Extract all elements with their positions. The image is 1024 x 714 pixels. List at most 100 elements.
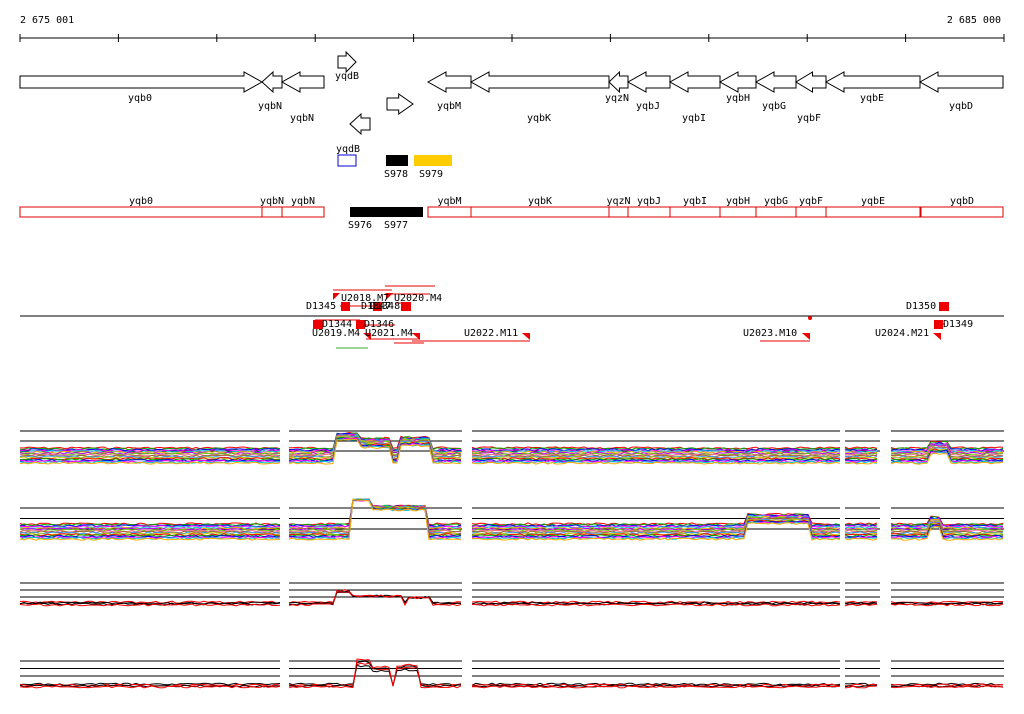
expression-profile (471, 458, 841, 463)
gene-track-annotation: yqb0 yqbN yqbN yqdB yqdB yqbM yqbK yqzN yqbJ yqbI… (19, 50, 1004, 155)
gene-arrow-yqbD[interactable] (918, 71, 1004, 93)
feature-label-s978: S978 (384, 169, 408, 180)
gene-model-label: yqbE (861, 196, 885, 207)
element-d1347[interactable] (373, 302, 382, 311)
expression-profile (19, 457, 281, 461)
element-label-u2024: U2024.M21 (875, 328, 929, 339)
element-label-u2019: U2019.M4 (312, 328, 360, 339)
expression-profile (471, 519, 840, 537)
expression-profile (471, 446, 841, 450)
gene-arrow-yqb0[interactable] (19, 71, 264, 93)
expression-profile (471, 456, 841, 460)
gene-model-yqbN[interactable] (261, 206, 283, 218)
expression-profile (471, 683, 841, 687)
element-d1346[interactable] (356, 320, 365, 329)
expression-profile (288, 498, 462, 541)
element-d1348[interactable] (401, 302, 411, 311)
element-d1344[interactable] (313, 320, 323, 329)
expression-profile (471, 461, 841, 465)
expression-profile (844, 603, 878, 607)
expression-profile (890, 522, 1003, 537)
elements-track: D1345 U2018.M7 D1347 D1348 U2020.M4 D135… (20, 285, 1004, 349)
gene-track-models: yqb0 yqbN yqbN yqbM yqbK yqzN yqbJ yqbI yqbH yqbG… (19, 196, 1004, 218)
feature-label-s977: S977 (384, 220, 408, 231)
gene-arrow-yqdB1[interactable] (337, 50, 357, 74)
expression-profile (890, 603, 1004, 607)
gene-arrow-yqbN2[interactable] (280, 71, 325, 93)
element-d1350[interactable] (939, 302, 949, 311)
gene-label-yqbJ: yqbJ (636, 101, 660, 112)
expression-profile (844, 460, 878, 463)
gene-model-yqbE[interactable] (825, 206, 921, 218)
feature-s976-s977[interactable] (350, 207, 423, 217)
expression-profile (19, 461, 281, 465)
gene-model-label: yqbJ (637, 196, 661, 207)
gene-label-yqbG: yqbG (762, 101, 786, 112)
element-label-u2020: U2020.M4 (394, 293, 442, 304)
gene-arrow-yqdB2[interactable] (349, 112, 371, 136)
expression-profile (844, 446, 878, 450)
gene-model-yqbJ[interactable] (627, 206, 671, 218)
gene-model-label: yqbK (528, 196, 552, 207)
feature-blue-box[interactable] (337, 154, 357, 167)
gene-arrow-yqbF[interactable] (795, 71, 827, 93)
gene-model-yqbG[interactable] (755, 206, 797, 218)
expression-profile (844, 450, 878, 453)
gene-arrow-yqbI[interactable] (668, 71, 721, 93)
expression-profile (890, 516, 1004, 528)
gene-label-yqbD: yqbD (949, 101, 973, 112)
gene-arrow-yqbJ[interactable] (626, 71, 671, 93)
expression-profile (19, 456, 281, 460)
gene-arrow-yqbN1[interactable] (261, 70, 283, 94)
gene-model-yqbM[interactable] (427, 206, 472, 218)
element-label-d1346: D1346 (364, 319, 394, 330)
gene-model-label: yqbN (260, 196, 284, 207)
gene-arrow-yqbM[interactable] (426, 71, 472, 93)
gene-model-yqbH[interactable] (719, 206, 757, 218)
gene-arrow-yqbK[interactable] (469, 71, 610, 93)
gene-model-yqbI[interactable] (669, 206, 721, 218)
expression-profile (890, 515, 1004, 526)
gene-label-yqdB1: yqdB (335, 71, 359, 82)
expression-profile (890, 442, 1004, 453)
expression-profile (471, 452, 841, 456)
expression-profile (890, 447, 1004, 458)
expression-profile (288, 590, 462, 606)
gene-label-yqbI: yqbI (682, 113, 706, 124)
element-label-u2023: U2023.M10 (743, 328, 797, 339)
ruler-ticks (19, 34, 1005, 42)
expression-profile (844, 461, 878, 465)
gene-label-yqzN: yqzN (605, 93, 629, 104)
gene-model-yqbF[interactable] (795, 206, 827, 218)
gene-model-yqbK[interactable] (470, 206, 610, 218)
element-d1349[interactable] (934, 320, 943, 329)
expression-profile (288, 438, 462, 465)
gene-model-label: yqbI (683, 196, 707, 207)
gene-arrow-yqbG[interactable] (754, 71, 797, 93)
expression-profile (890, 520, 1004, 532)
expression-profile (471, 682, 841, 686)
gene-model-yqbD[interactable] (920, 206, 1004, 218)
expression-tracks (19, 430, 1004, 689)
gene-model-yqb0[interactable] (19, 206, 263, 218)
expression-profile (844, 534, 878, 538)
feature-s978[interactable] (386, 155, 408, 166)
element-label-d1344: D1344 (322, 319, 352, 330)
expression-profile (471, 447, 841, 451)
expression-profile (471, 601, 841, 605)
expression-profile (471, 512, 840, 526)
gene-arrow-yqzN[interactable] (608, 70, 629, 94)
expression-profile (844, 526, 878, 529)
element-label-u2022: U2022.M11 (464, 328, 518, 339)
gene-model-yqzN[interactable] (608, 206, 629, 218)
gene-arrow-rgene[interactable] (386, 93, 414, 115)
gene-arrow-yqbH[interactable] (718, 71, 757, 93)
gene-model-yqbN[interactable] (281, 206, 325, 218)
element-d1345[interactable] (341, 302, 350, 311)
feature-s979[interactable] (414, 155, 452, 166)
expression-profile (471, 684, 841, 688)
expression-profile (288, 660, 462, 688)
gene-arrow-yqbE[interactable] (824, 71, 921, 93)
gene-model-label: yqbF (799, 196, 823, 207)
